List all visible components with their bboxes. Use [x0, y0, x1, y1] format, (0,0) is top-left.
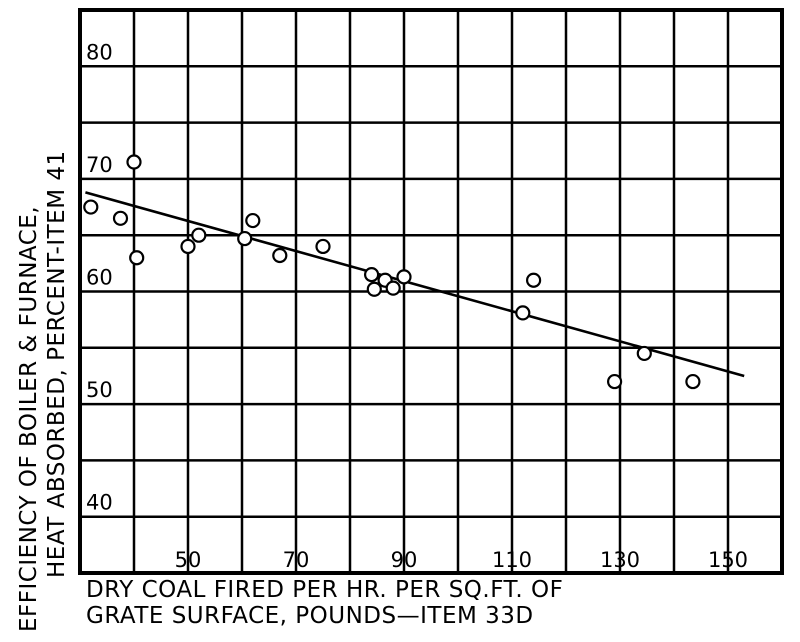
x-tick-label: 90: [391, 548, 418, 572]
data-point: [245, 212, 261, 229]
y-tick-label: 70: [86, 153, 113, 177]
x-tick-label: 50: [175, 548, 202, 572]
x-tick-label: 110: [492, 548, 532, 572]
data-point: [83, 199, 99, 215]
data-point: [129, 250, 145, 266]
y-axis-label: EFFICIENCY OF BOILER & FURNACE, HEAT ABS…: [16, 150, 70, 632]
data-point: [112, 210, 129, 226]
trend-line: [85, 191, 745, 378]
data-point: [366, 281, 382, 297]
data-point: [191, 227, 207, 243]
x-axis-label: DRY COAL FIRED PER HR. PER SQ.FT. OF GRA…: [86, 577, 563, 629]
data-point: [126, 154, 142, 170]
x-tick-label: 130: [600, 548, 640, 572]
data-point: [606, 373, 623, 390]
data-point: [385, 280, 401, 296]
data-point: [364, 267, 380, 283]
x-tick-labels: 50 70 90 110 130 150: [175, 548, 748, 572]
plot-frame: [78, 8, 784, 575]
y-tick-label: 80: [86, 40, 113, 64]
y-tick-label: 50: [86, 378, 113, 402]
x-axis-label-line-2: GRATE SURFACE, POUNDS—ITEM 33D: [86, 603, 534, 629]
data-point: [636, 345, 652, 362]
y-tick-label: 60: [86, 266, 113, 290]
data-point: [180, 238, 196, 255]
grid-lines: [80, 10, 782, 573]
data-points: [83, 154, 701, 390]
data-point: [272, 247, 288, 264]
y-tick-labels: 40 50 60 70 80: [86, 40, 113, 514]
x-tick-label: 150: [708, 548, 748, 572]
data-point: [685, 373, 701, 390]
y-axis-label-line-2: HEAT ABSORBED, PERCENT-ITEM 41: [44, 150, 70, 578]
y-tick-label: 40: [86, 491, 113, 515]
trend-line-layer: [85, 191, 745, 378]
data-point: [237, 230, 253, 247]
y-axis-label-line-1: EFFICIENCY OF BOILER & FURNACE,: [16, 206, 42, 632]
x-axis-label-line-1: DRY COAL FIRED PER HR. PER SQ.FT. OF: [86, 577, 563, 603]
data-point: [396, 269, 412, 285]
x-tick-label: 70: [283, 548, 310, 572]
data-point: [515, 305, 531, 321]
data-point: [315, 238, 331, 255]
data-point: [525, 272, 542, 288]
